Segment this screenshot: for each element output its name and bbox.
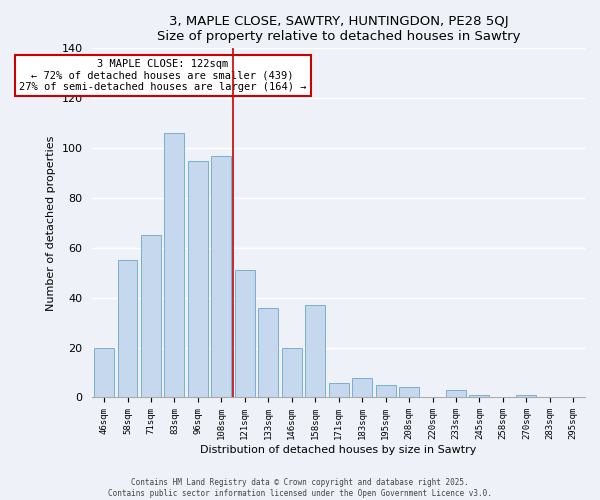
Bar <box>141 236 161 398</box>
Bar <box>517 395 536 398</box>
Bar <box>118 260 137 398</box>
Title: 3, MAPLE CLOSE, SAWTRY, HUNTINGDON, PE28 5QJ
Size of property relative to detach: 3, MAPLE CLOSE, SAWTRY, HUNTINGDON, PE28… <box>157 15 520 43</box>
Bar <box>259 308 278 398</box>
Text: 3 MAPLE CLOSE: 122sqm
← 72% of detached houses are smaller (439)
27% of semi-det: 3 MAPLE CLOSE: 122sqm ← 72% of detached … <box>19 59 307 92</box>
Bar <box>376 385 395 398</box>
Bar <box>469 395 490 398</box>
Bar <box>329 382 349 398</box>
Bar <box>188 160 208 398</box>
Y-axis label: Number of detached properties: Number of detached properties <box>46 135 56 310</box>
Bar <box>305 305 325 398</box>
Bar <box>446 390 466 398</box>
Bar <box>235 270 255 398</box>
X-axis label: Distribution of detached houses by size in Sawtry: Distribution of detached houses by size … <box>200 445 477 455</box>
Bar <box>164 133 184 398</box>
Bar <box>399 388 419 398</box>
Bar <box>94 348 114 398</box>
Bar <box>211 156 232 398</box>
Text: Contains HM Land Registry data © Crown copyright and database right 2025.
Contai: Contains HM Land Registry data © Crown c… <box>108 478 492 498</box>
Bar <box>352 378 372 398</box>
Bar <box>282 348 302 398</box>
